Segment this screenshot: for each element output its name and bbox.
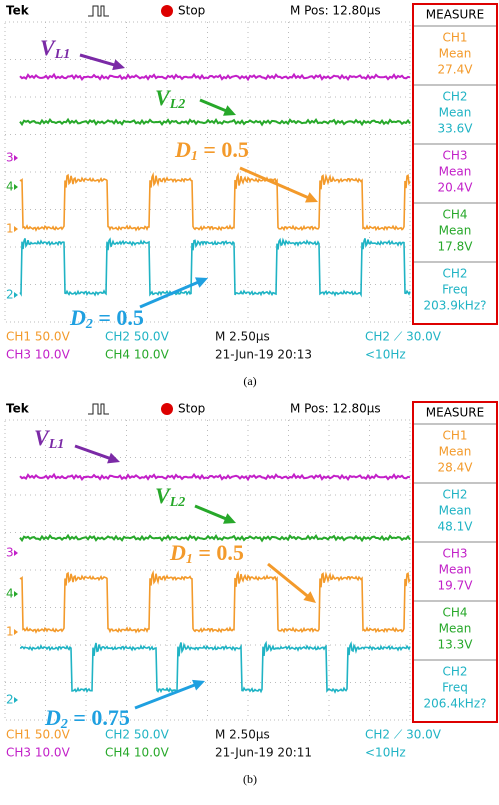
status-readout: CH2 ⟋ 30.0V <box>365 728 442 742</box>
measure-stat: Mean <box>439 224 472 238</box>
annotation-subscript: L2 <box>169 495 186 510</box>
status-readout: CH4 10.0V <box>105 746 170 760</box>
measure-channel: CH1 <box>442 429 467 443</box>
measure-stat: Mean <box>439 622 472 636</box>
annotation-subscript: L1 <box>54 47 71 62</box>
run-status: Stop <box>178 402 205 416</box>
measure-stat: Mean <box>439 47 472 61</box>
measure-channel: CH1 <box>442 31 467 45</box>
status-readout: CH4 10.0V <box>105 348 170 362</box>
measure-stat: Freq <box>442 283 468 297</box>
measure-channel: CH2 <box>442 488 467 502</box>
status-readout: M 2.50µs <box>215 330 270 344</box>
horizontal-position: M Pos: 12.80µs <box>290 4 381 18</box>
measure-channel: CH3 <box>442 547 467 561</box>
status-readout: CH3 10.0V <box>6 348 71 362</box>
measure-value: 27.4V <box>438 63 474 77</box>
run-status: Stop <box>178 4 205 18</box>
annotation-symbol: D <box>44 705 61 730</box>
status-readout: CH2 ⟋ 30.0V <box>365 330 442 344</box>
annotation-subscript: 1 <box>186 552 193 567</box>
measure-title: MEASURE <box>426 8 484 22</box>
channel-marker: 1 <box>6 222 14 236</box>
measure-channel: CH2 <box>442 665 467 679</box>
measure-value: 28.4V <box>438 461 474 475</box>
annotation: D2 = 0.5 <box>69 305 144 332</box>
measure-channel: CH3 <box>442 149 467 163</box>
channel-marker: 1 <box>6 625 14 639</box>
annotation-subscript: 2 <box>85 317 93 332</box>
brand: Tek <box>6 4 30 18</box>
status-readout: M 2.50µs <box>215 728 270 742</box>
annotation-value: = 0.5 <box>198 137 249 162</box>
annotation-symbol: D <box>69 305 86 330</box>
measure-stat: Mean <box>439 563 472 577</box>
measure-channel: CH4 <box>442 208 467 222</box>
status-readout: 21-Jun-19 20:13 <box>215 348 312 362</box>
measure-value: 203.9kHz? <box>424 299 487 313</box>
annotation-value: = 0.5 <box>93 305 144 330</box>
annotation-subscript: L1 <box>48 437 65 452</box>
measure-channel: CH2 <box>442 90 467 104</box>
figure: TekStopM Pos: 12.80µs3412VL1VL2D1 = 0.5D… <box>0 0 499 805</box>
status-readout: 21-Jun-19 20:11 <box>215 746 312 760</box>
channel-marker: 3 <box>6 546 14 560</box>
status-readout: <10Hz <box>365 746 406 760</box>
channel-marker: 3 <box>6 151 14 165</box>
annotation: D1 = 0.5 <box>169 540 244 567</box>
measure-value: 48.1V <box>438 520 474 534</box>
caption: (b) <box>243 772 257 786</box>
measure-stat: Mean <box>439 504 472 518</box>
stop-indicator <box>161 403 173 415</box>
status-readout: <10Hz <box>365 348 406 362</box>
annotation: D1 = 0.5 <box>174 137 249 164</box>
status-readout: CH2 50.0V <box>105 728 170 742</box>
channel-marker: 2 <box>6 288 14 302</box>
measure-title: MEASURE <box>426 406 484 420</box>
channel-marker: 2 <box>6 693 14 707</box>
annotation-subscript: L2 <box>169 97 186 112</box>
channel-marker: 4 <box>6 180 14 194</box>
annotation-value: = 0.5 <box>193 540 244 565</box>
annotation-subscript: 1 <box>191 149 198 164</box>
brand: Tek <box>6 402 30 416</box>
measure-stat: Mean <box>439 165 472 179</box>
scope-panel: TekStopM Pos: 12.80µs3412VL1VL2D1 = 0.5D… <box>5 4 497 388</box>
trigger-icon <box>88 6 109 16</box>
annotation-value: = 0.75 <box>68 705 130 730</box>
caption: (a) <box>243 374 256 388</box>
channel-marker: 4 <box>6 587 14 601</box>
horizontal-position: M Pos: 12.80µs <box>290 402 381 416</box>
measure-channel: CH2 <box>442 267 467 281</box>
status-readout: CH2 50.0V <box>105 330 170 344</box>
measure-value: 17.8V <box>438 240 474 254</box>
status-readout: CH3 10.0V <box>6 746 71 760</box>
annotation-symbol: D <box>174 137 191 162</box>
status-readout: CH1 50.0V <box>6 728 71 742</box>
measure-value: 19.7V <box>438 579 474 593</box>
trigger-icon <box>88 404 109 414</box>
measure-value: 206.4kHz? <box>424 697 487 711</box>
measure-stat: Mean <box>439 106 472 120</box>
measure-value: 13.3V <box>438 638 474 652</box>
measure-stat: Mean <box>439 445 472 459</box>
annotation-symbol: D <box>169 540 186 565</box>
stop-indicator <box>161 5 173 17</box>
measure-stat: Freq <box>442 681 468 695</box>
measure-channel: CH4 <box>442 606 467 620</box>
measure-value: 20.4V <box>438 181 474 195</box>
status-readout: CH1 50.0V <box>6 330 71 344</box>
measure-value: 33.6V <box>438 122 474 136</box>
